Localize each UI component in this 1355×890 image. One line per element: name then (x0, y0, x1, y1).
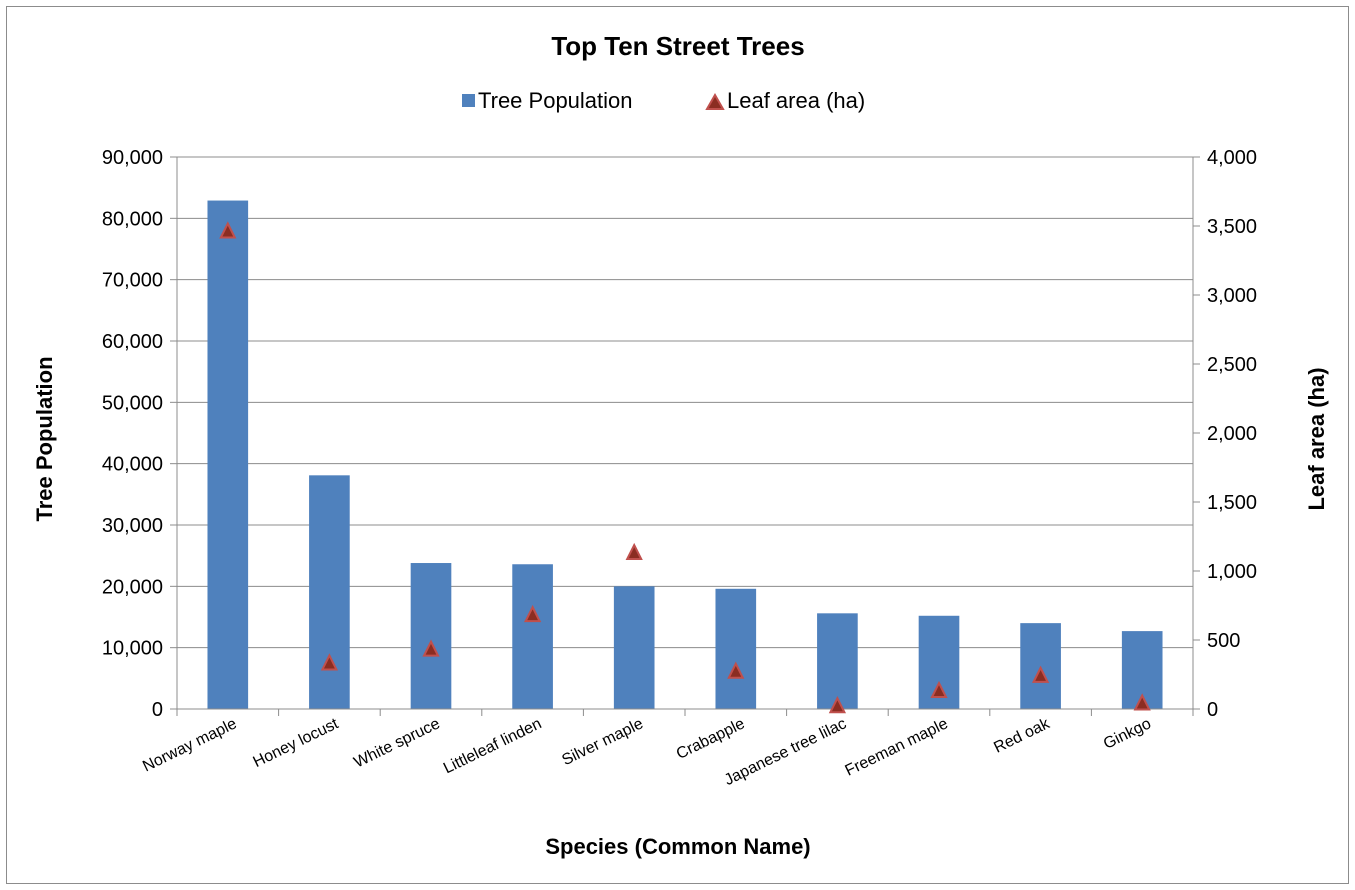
bar-japanese-tree-lilac (817, 613, 858, 709)
left-tick-label: 30,000 (102, 515, 163, 537)
right-tick-label: 500 (1207, 630, 1240, 652)
left-tick-label: 60,000 (102, 331, 163, 353)
left-tick-label: 80,000 (102, 208, 163, 230)
x-axis-title: Species (Common Name) (545, 834, 810, 859)
bar-littleleaf-linden (512, 564, 553, 709)
legend-marker-leaf-area (705, 92, 725, 110)
left-tick-label: 20,000 (102, 576, 163, 598)
bar-white-spruce (410, 563, 452, 709)
right-tick-label: 1,500 (1207, 492, 1257, 514)
category-label-crabapple: Crabapple (674, 715, 748, 763)
category-label-littleleaf-linden: Littleleaf linden (441, 715, 544, 777)
left-tick-label: 0 (152, 699, 163, 721)
leaf-area-markers (219, 221, 1151, 714)
right-axis-ticks: 0 500 1,000 1,500 2,000 2,500 3,000 3,500 4,000 (1193, 147, 1257, 721)
bar-crabapple (715, 588, 757, 709)
category-label-red-oak: Red oak (991, 715, 1053, 757)
left-tick-label: 70,000 (102, 270, 163, 292)
marker-honey-locust (320, 653, 339, 671)
right-tick-label: 3,000 (1207, 285, 1257, 307)
chart-frame: Top Ten Street Trees Tree Population Lea… (6, 6, 1349, 884)
legend-label-tree-population: Tree Population (478, 88, 633, 113)
marker-freeman-maple (930, 680, 948, 699)
legend: Tree Population Leaf area (ha) (462, 88, 865, 113)
marker-norway-maple (219, 221, 237, 239)
right-tick-label: 2,500 (1207, 354, 1257, 376)
category-label-honey-locust: Honey locust (251, 715, 342, 771)
category-labels: Norway maple Honey locust White spruceLitt… (140, 715, 1154, 789)
bar-norway-maple (207, 200, 249, 709)
category-label-silver-maple: Silver maple (559, 715, 646, 769)
chart: Top Ten Street Trees Tree Population Lea… (32, 31, 1329, 859)
left-tick-label: 40,000 (102, 454, 163, 476)
marker-japanese-tree-lilac (828, 696, 847, 714)
left-tick-label: 90,000 (102, 147, 163, 169)
marker-white-spruce (422, 639, 440, 657)
category-label-freeman-maple: Freeman maple (843, 715, 951, 779)
y-axis-title: Tree Population (32, 356, 57, 521)
category-label-white-spruce: White spruce (351, 715, 442, 771)
marker-red-oak (1031, 665, 1050, 683)
bars (207, 200, 1163, 709)
marker-silver-maple (625, 542, 643, 561)
marker-littleleaf-linden (523, 604, 542, 623)
bar-honey-locust (309, 475, 350, 709)
chart-title: Top Ten Street Trees (551, 31, 804, 61)
left-tick-label: 50,000 (102, 392, 163, 414)
category-label-ginkgo: Ginkgo (1101, 715, 1154, 753)
legend-swatch-tree-population (462, 94, 475, 107)
right-tick-label: 4,000 (1207, 147, 1257, 169)
bar-silver-maple (613, 586, 655, 709)
category-label-norway-maple: Norway maple (140, 715, 239, 775)
marker-ginkgo (1133, 693, 1151, 711)
left-axis-ticks: 0 10,000 20,000 30,000 40,000 50,000 60,000 70,… (102, 147, 177, 721)
legend-label-leaf-area: Leaf area (ha) (727, 88, 865, 113)
y2-axis-title: Leaf area (ha) (1304, 367, 1329, 510)
right-tick-label: 0 (1207, 699, 1218, 721)
left-tick-label: 10,000 (102, 638, 163, 660)
right-tick-label: 3,500 (1207, 216, 1257, 238)
marker-crabapple (727, 661, 745, 679)
right-tick-label: 2,000 (1207, 423, 1257, 445)
right-tick-label: 1,000 (1207, 561, 1257, 583)
